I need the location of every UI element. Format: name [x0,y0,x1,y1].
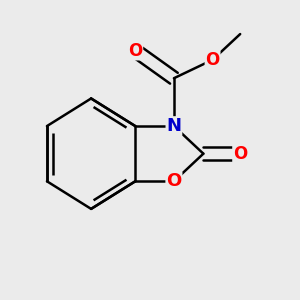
Text: O: O [206,51,220,69]
Text: O: O [128,42,142,60]
Text: O: O [166,172,182,190]
Text: O: O [233,145,247,163]
Text: N: N [167,117,182,135]
